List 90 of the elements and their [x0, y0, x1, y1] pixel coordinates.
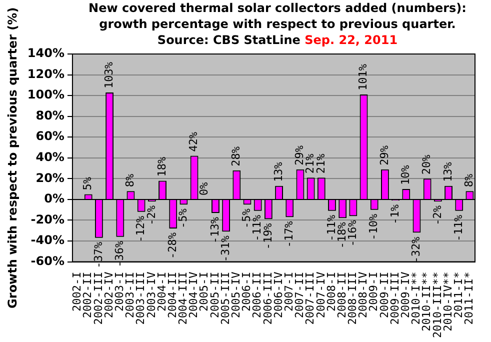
data-label: 8%	[462, 174, 476, 188]
y-tick-label: -40%	[30, 233, 64, 248]
y-tick-label: 120%	[27, 66, 64, 81]
x-tick-label: 2009-I	[367, 272, 380, 312]
x-tick-label: 2004-II	[166, 272, 179, 318]
data-label: -31%	[218, 235, 232, 262]
data-label: 42%	[187, 132, 200, 152]
x-tick-label: 2005-III	[218, 272, 232, 325]
y-tick-label: 0%	[44, 192, 64, 206]
y-tick-label: 60%	[36, 129, 64, 144]
data-label: -19%	[261, 222, 274, 250]
data-label: 21%	[314, 153, 328, 174]
x-tick-label: 2003-IV	[144, 271, 158, 318]
data-label: -37%	[92, 242, 105, 268]
x-tick-label: 2010-III**	[430, 272, 444, 338]
x-tick-label: 2010-IV**	[441, 272, 454, 332]
data-label: -17%	[282, 220, 296, 248]
data-label: 21%	[304, 153, 317, 174]
x-tick-label: 2007-I	[282, 272, 296, 312]
data-label: -11%	[250, 214, 264, 242]
data-label: -18%	[335, 222, 348, 249]
data-label: 101%	[356, 64, 370, 91]
data-label: 0%	[198, 182, 211, 196]
x-tick-label: 2002-III	[92, 272, 105, 325]
data-label: 103%	[102, 62, 116, 88]
data-label: 8%	[124, 174, 137, 188]
data-label: -10%	[367, 213, 380, 240]
x-tick-label: 2011-II*	[462, 272, 476, 325]
data-label: -28%	[166, 232, 179, 260]
x-tick-label: 2006-IV	[272, 271, 285, 318]
x-tick-label: 2008-III	[346, 272, 360, 325]
x-tick-label: 2004-IV	[187, 271, 200, 318]
y-tick-label: -60%	[30, 254, 64, 268]
x-tick-label: 2008-II	[335, 272, 348, 318]
data-label: -36%	[113, 240, 126, 268]
data-label: 5%	[81, 176, 94, 190]
data-label: 18%	[155, 156, 168, 177]
data-label: -16%	[346, 220, 360, 247]
y-tick-label: 20%	[36, 170, 64, 185]
x-tick-label: 2009-II	[378, 272, 391, 318]
x-tick-label: 2003-I	[113, 272, 126, 312]
data-label: -12%	[134, 216, 148, 242]
data-label: 10%	[399, 164, 412, 186]
x-tick-label: 2002-I	[70, 272, 84, 312]
y-tick-label: 140%	[27, 46, 64, 60]
x-tick-label: 2005-I	[198, 272, 211, 312]
chart-title: New covered thermal solar collectors added (numbers): growth percentage with respect to previous quarter.	[88, 0, 468, 32]
x-tick-label: 2003-III	[134, 272, 148, 325]
data-label: -5%	[176, 208, 190, 229]
y-tick-label: -20%	[30, 212, 64, 226]
data-label: 13%	[441, 162, 454, 182]
x-tick-label: 2010-II**	[420, 272, 434, 332]
x-tick-label: 2005-IV	[230, 271, 243, 318]
x-tick-label: 2007-IV	[314, 271, 328, 318]
x-tick-label: 2006-II	[250, 272, 264, 318]
data-label: -2%	[430, 205, 444, 226]
y-axis-title: Growth with respect to previous quarter (%)	[5, 7, 20, 308]
chart-subtitle: Source: CBS StatLine	[157, 33, 300, 47]
data-label: -1%	[388, 204, 402, 224]
x-tick-label: 2009-III	[388, 272, 402, 325]
data-label: -2%	[144, 205, 158, 226]
x-tick-label: 2007-III	[304, 272, 317, 325]
data-label: 29%	[293, 145, 306, 166]
x-tick-label: 2004-I	[155, 272, 168, 312]
y-tick-label: 40%	[36, 150, 64, 164]
data-label: -11%	[452, 214, 465, 242]
x-tick-label: 2006-III	[261, 272, 274, 325]
x-tick-label: 2002-IV	[102, 271, 116, 318]
data-label: -13%	[208, 216, 222, 244]
x-tick-label: 2009-IV	[399, 271, 412, 318]
data-label: 13%	[272, 162, 285, 182]
x-tick-label: 2007-II	[293, 272, 306, 318]
x-tick-label: 2011-I*	[452, 272, 465, 318]
x-tick-label: 2006-I	[240, 272, 254, 312]
x-tick-label: 2005-II	[208, 272, 222, 318]
x-tick-label: 2008-I	[324, 272, 338, 312]
x-tick-label: 2008-IV	[356, 271, 370, 318]
y-tick-label: 100%	[27, 88, 64, 102]
x-tick-label: 2010-I**	[410, 272, 423, 325]
data-label: -11%	[324, 214, 338, 242]
x-tick-label: 2002-II	[81, 272, 94, 318]
y-tick-label: 80%	[36, 108, 64, 122]
data-label: -5%	[240, 208, 254, 229]
x-tick-label: 2003-II	[124, 272, 137, 318]
x-tick-label: 2004-III	[176, 272, 190, 325]
data-label: -32%	[410, 236, 423, 264]
data-label: 29%	[378, 145, 391, 166]
text: Sep. 22, 2011	[304, 33, 398, 47]
data-label: 20%	[420, 154, 434, 175]
data-label: 28%	[230, 146, 243, 166]
